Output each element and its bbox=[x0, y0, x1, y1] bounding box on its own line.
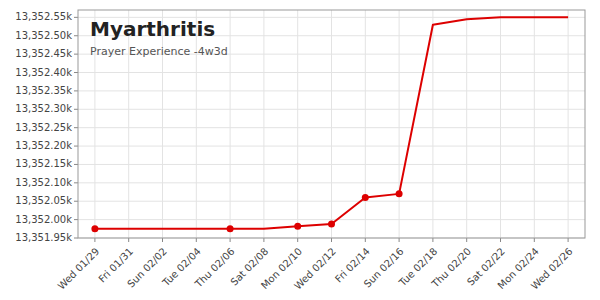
y-tick bbox=[74, 72, 78, 73]
y-tick-label: 13,352.20k bbox=[15, 140, 72, 151]
grid bbox=[78, 10, 585, 238]
y-tick bbox=[74, 17, 78, 18]
y-tick bbox=[74, 238, 78, 239]
x-grid-line bbox=[399, 10, 400, 238]
y-tick bbox=[74, 35, 78, 36]
plot-frame bbox=[78, 10, 585, 238]
y-tick bbox=[74, 182, 78, 183]
y-tick-label: 13,352.05k bbox=[15, 195, 72, 206]
x-tick bbox=[263, 238, 264, 242]
y-tick-label: 13,352.45k bbox=[15, 48, 72, 59]
x-tick bbox=[196, 238, 197, 242]
x-tick bbox=[500, 238, 501, 242]
y-tick-label: 13,352.00k bbox=[15, 214, 72, 225]
x-tick bbox=[230, 238, 231, 242]
y-tick-label: 13,352.55k bbox=[15, 11, 72, 22]
point bbox=[227, 225, 234, 232]
x-grid-line bbox=[365, 10, 366, 238]
y-tick-label: 13,352.30k bbox=[15, 103, 72, 114]
x-tick bbox=[162, 238, 163, 242]
x-grid-line bbox=[230, 10, 231, 238]
y-tick-label: 13,352.10k bbox=[15, 177, 72, 188]
y-tick-label: 13,352.15k bbox=[15, 158, 72, 169]
x-tick-label: Wed 02/12 bbox=[292, 246, 338, 292]
x-tick-label: Wed 02/26 bbox=[529, 246, 575, 292]
y-tick-label: 13,352.25k bbox=[15, 122, 72, 133]
x-grid-line bbox=[263, 10, 264, 238]
x-tick bbox=[365, 238, 366, 242]
x-tick bbox=[128, 238, 129, 242]
x-tick-label: Thu 02/20 bbox=[429, 246, 473, 290]
x-grid-line bbox=[500, 10, 501, 238]
y-tick-label: 13,352.50k bbox=[15, 30, 72, 41]
x-tick bbox=[534, 238, 535, 242]
subtitle: Prayer Experience -4w3d bbox=[90, 45, 228, 58]
y-tick bbox=[74, 109, 78, 110]
x-tick bbox=[432, 238, 433, 242]
point bbox=[91, 225, 98, 232]
y-tick-label: 13,352.35k bbox=[15, 85, 72, 96]
x-grid-line bbox=[297, 10, 298, 238]
x-grid-line bbox=[331, 10, 332, 238]
y-tick-label: 13,351.95k bbox=[15, 232, 72, 243]
x-grid-line bbox=[534, 10, 535, 238]
x-tick bbox=[331, 238, 332, 242]
x-tick bbox=[297, 238, 298, 242]
chart: 13,351.95k 13,352.00k 13,352.05k 13,352.10k… bbox=[0, 0, 600, 300]
x-tick bbox=[466, 238, 467, 242]
y-tick bbox=[74, 90, 78, 91]
title: Myarthritis bbox=[90, 17, 215, 41]
point bbox=[362, 194, 369, 201]
y-tick bbox=[74, 54, 78, 55]
x-tick bbox=[568, 238, 569, 242]
x-tick-label: Thu 02/06 bbox=[192, 246, 236, 290]
y-tick bbox=[74, 219, 78, 220]
x-tick bbox=[399, 238, 400, 242]
y-tick-label: 13,352.40k bbox=[15, 67, 72, 78]
y-tick bbox=[74, 201, 78, 202]
point bbox=[328, 221, 335, 228]
y-tick bbox=[74, 164, 78, 165]
x-tick-label: Wed 01/29 bbox=[56, 246, 102, 292]
y-tick bbox=[74, 127, 78, 128]
x-grid-line bbox=[432, 10, 433, 238]
point bbox=[294, 223, 301, 230]
point bbox=[396, 190, 403, 197]
x-grid-line bbox=[466, 10, 467, 238]
x-grid-line bbox=[568, 10, 569, 238]
y-tick bbox=[74, 146, 78, 147]
x-tick bbox=[94, 238, 95, 242]
